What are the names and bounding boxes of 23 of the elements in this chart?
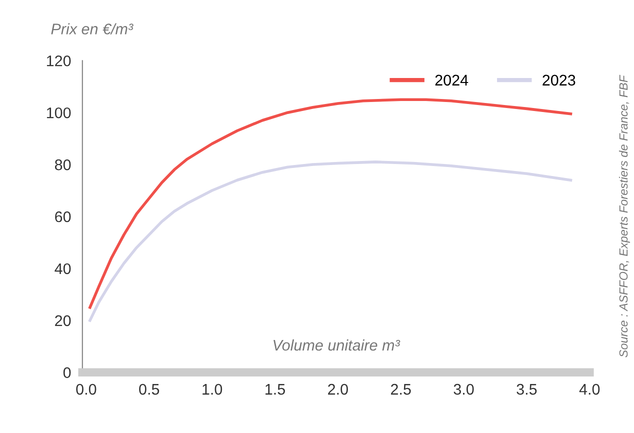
y-tick-label: 0 — [63, 367, 71, 378]
x-tick-label: 0.0 — [76, 384, 96, 395]
x-tick-label: 0.5 — [139, 384, 160, 395]
y-tick-label: 20 — [55, 315, 71, 326]
x-tick-label: 3.5 — [516, 384, 537, 395]
source-note: Source : ASFFOR, Experts Forestiers de France, FBF — [618, 74, 630, 358]
x-tick-label: 1.0 — [202, 384, 222, 395]
x-tick-label: 3.0 — [454, 384, 474, 395]
y-tick-label: 80 — [54, 159, 71, 170]
x-tick-label: 2.5 — [390, 384, 411, 395]
y-tick-label: 60 — [55, 211, 71, 222]
y-tick-label: 40 — [54, 263, 71, 274]
x-tick-label: 2.0 — [328, 384, 348, 395]
legend-label: 2023 — [542, 74, 576, 86]
legend-label: 2024 — [435, 74, 468, 86]
x-axis-title: Volume unitaire m³ — [274, 339, 400, 351]
line-series — [88, 160, 572, 322]
x-tick-label: 4.0 — [579, 384, 600, 395]
line-series — [88, 98, 572, 309]
y-axis-title: Prix en €/m³ — [51, 23, 134, 34]
y-tick-label: 100 — [46, 107, 71, 118]
x-tick-label: 1.5 — [266, 384, 285, 395]
y-tick-label: 120 — [46, 55, 71, 66]
